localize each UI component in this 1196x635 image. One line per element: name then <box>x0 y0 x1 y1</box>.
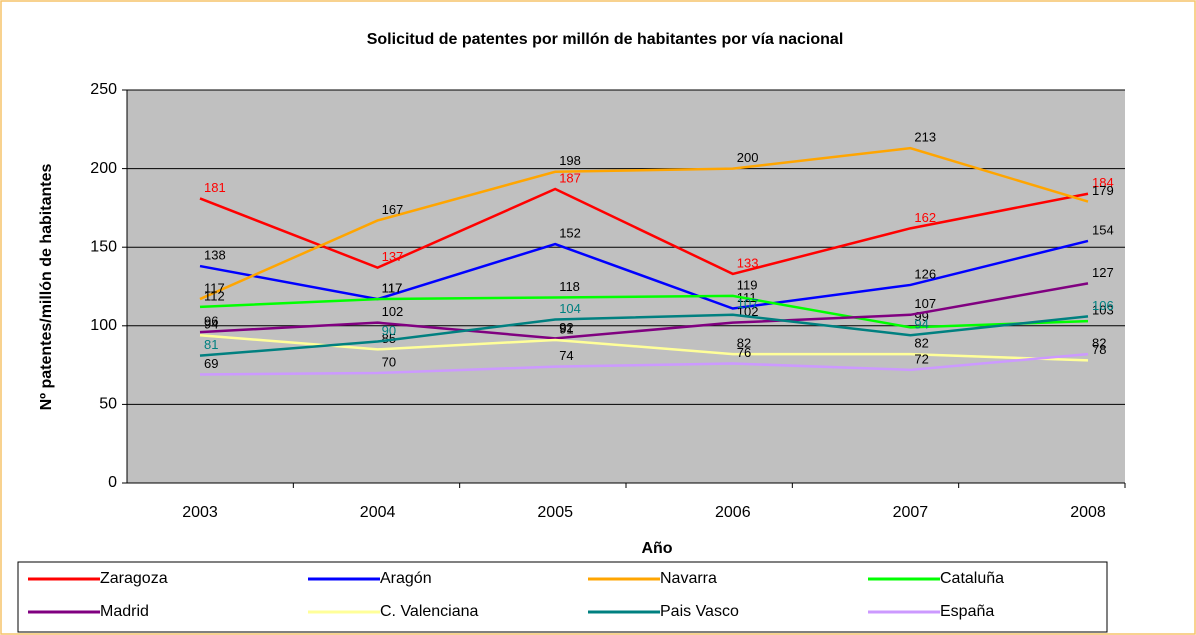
data-label: 94 <box>914 317 928 332</box>
data-label: 137 <box>382 249 404 264</box>
data-label: 117 <box>382 281 403 296</box>
data-label: 117 <box>204 281 225 296</box>
data-label: 117 <box>382 281 403 296</box>
data-label: 96 <box>204 314 218 329</box>
data-label: 112 <box>204 288 225 303</box>
data-label: 104 <box>559 301 581 316</box>
data-label: 181 <box>204 180 226 195</box>
data-label: 94 <box>204 317 218 332</box>
data-label: 103 <box>1092 303 1114 318</box>
y-tick-label: 50 <box>99 396 117 413</box>
y-tick-label: 200 <box>90 160 117 177</box>
x-tick-label: 2003 <box>182 504 218 521</box>
series-line <box>199 333 1089 362</box>
data-label: 69 <box>204 356 218 371</box>
data-label: 119 <box>737 277 758 292</box>
legend-label: Zaragoza <box>100 570 168 587</box>
data-label: 106 <box>1092 298 1114 313</box>
data-label: 107 <box>737 296 759 311</box>
y-tick-label: 250 <box>90 81 117 98</box>
series-line <box>199 187 1089 276</box>
data-label: 198 <box>559 153 581 168</box>
data-label: 154 <box>1092 222 1114 237</box>
x-tick-label: 2007 <box>893 504 929 521</box>
data-label: 200 <box>737 150 759 165</box>
data-label: 127 <box>1092 265 1114 280</box>
x-tick-label: 2004 <box>360 504 396 521</box>
series-line <box>199 282 1089 340</box>
data-label: 102 <box>382 304 404 319</box>
y-axis-label: Nº patentes/millón de habitantes <box>38 164 55 411</box>
data-label: 85 <box>382 331 396 346</box>
data-label: 167 <box>382 202 404 217</box>
data-label: 90 <box>382 323 396 338</box>
data-label: 74 <box>559 348 573 363</box>
series-line <box>199 294 1089 329</box>
data-label: 152 <box>559 225 581 240</box>
data-label: 91 <box>559 321 573 336</box>
plot-area <box>127 90 1125 483</box>
x-tick-label: 2005 <box>537 504 573 521</box>
chart-title: Solicitud de patentes por millón de habi… <box>367 31 844 48</box>
legend-label: Madrid <box>100 603 149 620</box>
legend-label: C. Valenciana <box>380 603 479 620</box>
data-label: 76 <box>737 345 751 360</box>
data-label: 179 <box>1092 183 1114 198</box>
x-tick-label: 2006 <box>715 504 751 521</box>
data-label: 82 <box>914 336 928 351</box>
data-label: 184 <box>1092 175 1114 190</box>
y-tick-label: 150 <box>90 238 117 255</box>
data-label: 82 <box>737 336 751 351</box>
data-label: 82 <box>1092 336 1106 351</box>
legend-box <box>17 561 1108 633</box>
data-label: 133 <box>737 255 759 270</box>
data-label: 187 <box>559 170 581 185</box>
data-label: 78 <box>1092 342 1106 357</box>
x-tick-label: 2008 <box>1070 504 1106 521</box>
x-axis-label: Año <box>641 540 672 557</box>
data-label: 72 <box>914 351 928 366</box>
legend-label: Aragón <box>380 570 432 587</box>
legend-label: Navarra <box>660 570 717 587</box>
series-line <box>199 239 1089 310</box>
y-tick-label: 100 <box>90 317 117 334</box>
data-label: 118 <box>559 279 580 294</box>
data-label: 126 <box>914 266 936 281</box>
y-tick-label: 0 <box>108 474 117 491</box>
data-label: 138 <box>204 248 226 263</box>
series-line <box>199 313 1089 357</box>
data-label: 81 <box>204 337 218 352</box>
data-label: 107 <box>914 296 936 311</box>
data-label: 70 <box>382 354 396 369</box>
data-label: 162 <box>914 210 936 225</box>
series-line <box>199 146 1089 301</box>
legend-label: Pais Vasco <box>660 603 739 620</box>
legend-label: España <box>940 603 994 620</box>
legend-label: Cataluña <box>940 570 1004 587</box>
series-line <box>199 352 1089 376</box>
data-label: 213 <box>914 130 936 145</box>
data-label: 92 <box>559 320 573 335</box>
